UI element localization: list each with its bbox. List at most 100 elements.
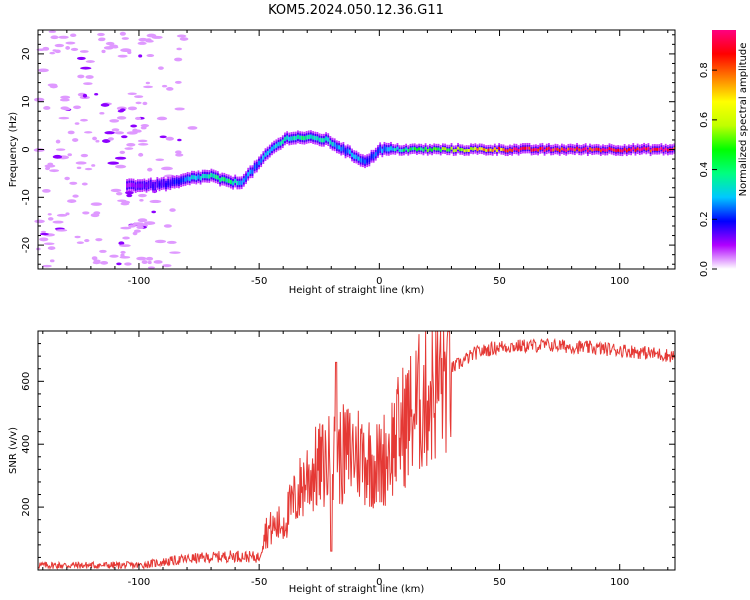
heatmap-cell [126,193,133,198]
heatmap-cell [95,139,100,143]
heatmap-cell [82,93,88,98]
heatmap-cell [580,148,583,152]
heatmap-cell [450,146,453,150]
heatmap-cell [312,135,314,140]
heatmap-cell [517,148,520,152]
heatmap-cell [556,147,559,151]
heatmap-cell [184,177,187,182]
heatmap-cell [550,148,552,152]
heatmap-cell [111,128,120,132]
heatmap-cell [186,176,189,181]
y-tick-label: 0 [21,146,32,152]
heatmap-cell [121,135,128,139]
heatmap-cell [398,148,401,152]
heatmap-cell [76,56,86,60]
heatmap-cell [137,218,148,223]
spectrogram-heatmap [33,30,676,269]
heatmap-cell [472,147,475,151]
heatmap-cell [77,74,85,79]
heatmap-cell [281,139,284,144]
heatmap-cell [110,188,122,193]
heatmap-cell [454,148,457,152]
heatmap-cell [268,148,271,154]
heatmap-cell [179,37,189,41]
heatmap-cell [48,30,57,33]
heatmap-cell [370,154,373,159]
heatmap-cell [338,145,340,150]
heatmap-cell [136,256,147,261]
heatmap-cell [288,136,291,142]
heatmap-cell [307,134,310,139]
heatmap-cell [342,146,345,151]
heatmap-cell [154,239,167,244]
heatmap-cell [251,169,254,174]
x-tick-label: 50 [493,577,506,588]
heatmap-cell [217,175,219,180]
heatmap-cell [82,211,90,215]
heatmap-cell [152,184,154,189]
heatmap-cell [387,147,390,152]
heatmap-cell [95,238,103,242]
heatmap-cell [98,38,106,42]
heatmap-cell [271,146,273,151]
heatmap-cell [273,144,276,150]
heatmap-cell [571,147,574,151]
figure-title: KOM5.2024.050.12.36.G11 [268,3,444,18]
heatmap-cell [169,181,172,186]
heatmap-cell [138,193,147,198]
heatmap-cell [56,213,68,217]
heatmap-cell [182,177,185,182]
heatmap-cell [109,119,120,123]
snr-y-axis-label: SNR (v/v) [8,427,19,474]
heatmap-cell [151,35,163,39]
heatmap-cell [314,135,317,141]
heatmap-cell [483,148,485,152]
heatmap-cell [197,174,200,179]
snr-x-axis-label: Height of straight line (km) [289,584,425,595]
heatmap-cell [513,147,516,151]
heatmap-cell [437,147,440,151]
heatmap-cell [240,180,243,185]
heatmap-cell [431,148,433,152]
heatmap-cell [138,54,143,58]
heatmap-cell [92,136,98,141]
heatmap-cell [143,221,156,225]
heatmap-cell [496,149,498,153]
heatmap-cell [474,146,477,150]
y-tick-label: -20 [21,237,32,253]
heatmap-cell [135,101,142,105]
heatmap-cell [409,147,412,151]
heatmap-cell [201,173,204,179]
heatmap-cell [70,47,79,51]
heatmap-cell [73,105,82,110]
heatmap-cell [426,148,429,152]
heatmap-cell [173,180,176,185]
heatmap-cell [504,149,507,153]
heatmap-cell [40,230,47,234]
heatmap-cell [245,175,247,180]
heatmap-cell [147,266,155,269]
heatmap-cell [132,231,138,236]
heatmap-cell [279,141,282,146]
heatmap-cell [545,147,548,151]
heatmap-cell [74,235,81,239]
heatmap-cell [114,131,125,135]
heatmap-cell [459,148,462,152]
heatmap-cell [418,147,420,151]
heatmap-cell [163,224,172,228]
heatmap-cell [346,148,349,153]
heatmap-cell [171,179,174,184]
heatmap-cell [91,164,96,167]
heatmap-cell [394,148,397,152]
heatmap-cell [277,142,280,147]
heatmap-cell [39,232,49,236]
heatmap-cell [139,198,144,202]
heatmap-cell [385,147,388,152]
heatmap-cell [65,41,76,45]
heatmap-cell [36,48,46,51]
heatmap-cell [169,208,176,212]
heatmap-cell [47,213,52,216]
heatmap-cell [116,191,123,196]
heatmap-cell [147,167,153,172]
heatmap-cell [658,147,661,151]
